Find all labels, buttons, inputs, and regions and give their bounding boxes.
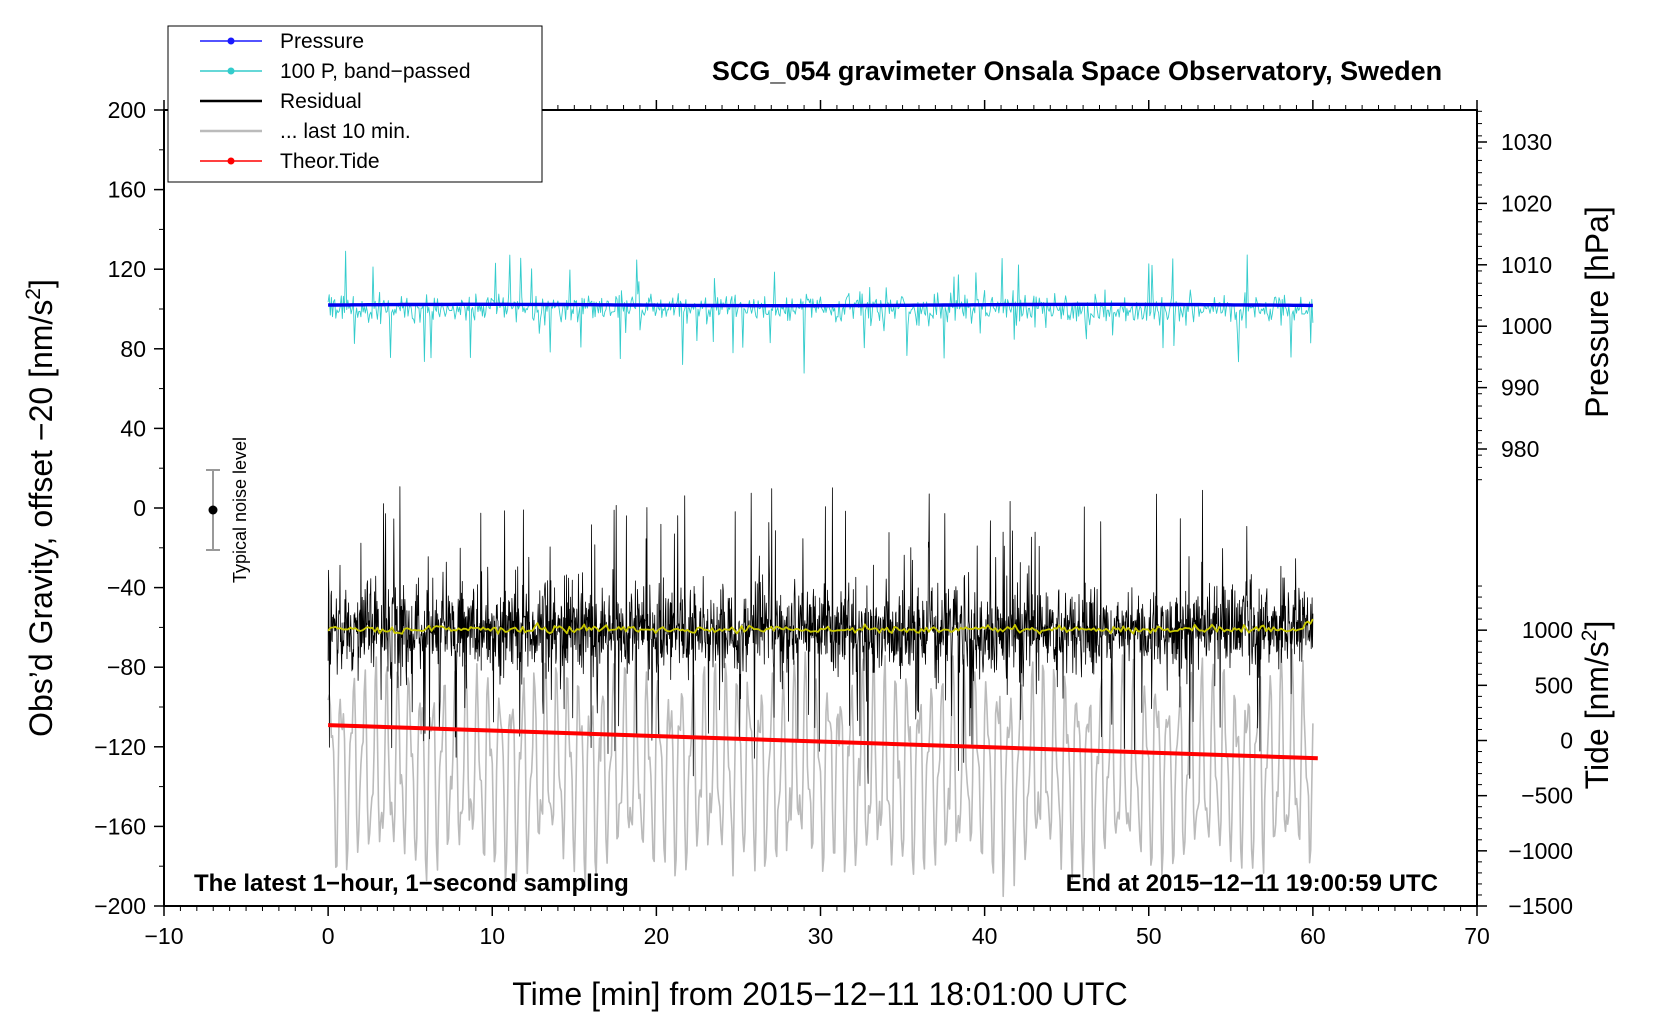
y-tide-tick-label: −500 — [1521, 783, 1573, 809]
y-left-tick-label: −80 — [107, 654, 146, 680]
y-axis-tide-title-main: Tide [nm/s — [1579, 641, 1615, 789]
legend-label: Residual — [280, 90, 362, 113]
y-left-tick-label: 40 — [120, 415, 146, 441]
legend-marker — [227, 37, 235, 45]
y-tide-tick-label: 0 — [1560, 728, 1573, 754]
x-tick-label: 10 — [479, 923, 505, 949]
series-pressure-band-passed — [327, 250, 1314, 374]
x-tick-label: 60 — [1300, 923, 1326, 949]
y-axis-tide-title-sup: 2 — [1578, 630, 1601, 642]
legend-entries: Pressure 100 P, band−passed Residual ... la… — [200, 30, 471, 173]
x-tick-label: −10 — [144, 923, 183, 949]
y-pressure-tick-label: 980 — [1501, 436, 1539, 462]
legend-label: Theor.Tide — [280, 150, 380, 173]
y-axis-left-title-main: Obs’d Gravity, offset −20 [nm/s — [23, 300, 59, 737]
series-residual-smoothed — [327, 618, 1314, 635]
y-pressure-tick-label: 1030 — [1501, 129, 1552, 155]
x-tick-label: 20 — [644, 923, 670, 949]
y-axis-left-title-sup: 2 — [22, 288, 45, 300]
x-tick-label: 0 — [322, 923, 335, 949]
y-tide-tick-label: −1000 — [1508, 838, 1573, 864]
legend-box — [167, 25, 543, 183]
noise-bar-dot — [208, 505, 218, 515]
y-left-tick-label: 120 — [108, 256, 146, 282]
series-residual — [327, 486, 1314, 784]
legend-label: ... last 10 min. — [280, 120, 411, 143]
series-pressure — [328, 302, 1313, 308]
y-pressure-tick-label: 990 — [1501, 375, 1539, 401]
y-left-tick-label: 160 — [108, 177, 146, 203]
y-tide-tick-label: 1000 — [1522, 617, 1573, 643]
y-axis-pressure-title: Pressure [hPa] — [1579, 206, 1615, 418]
y-left-tick-label: 200 — [108, 97, 146, 123]
y-axis-left-title: Obs’d Gravity, offset −20 [nm/s2] — [22, 279, 59, 737]
legend-label: 100 P, band−passed — [280, 60, 471, 83]
legend-label: Pressure — [280, 30, 364, 53]
legend-marker — [227, 67, 235, 75]
y-pressure-tick-label: 1000 — [1501, 313, 1552, 339]
y-left-tick-label: 80 — [120, 336, 146, 362]
x-axis-title: Time [min] from 2015−12−11 18:01:00 UTC — [512, 976, 1127, 1012]
legend-entry: Residual — [200, 90, 362, 113]
y-left-tick-label: −40 — [107, 575, 146, 601]
noise-label: Typical noise level — [230, 437, 250, 583]
legend-entry: ... last 10 min. — [200, 120, 411, 143]
x-tick-label: 30 — [808, 923, 834, 949]
chart-title: SCG_054 gravimeter Onsala Space Observat… — [712, 56, 1442, 86]
y-tide-tick-label: −1500 — [1508, 893, 1573, 919]
x-tick-label: 70 — [1464, 923, 1490, 949]
legend-entry: Theor.Tide — [200, 150, 380, 173]
y-pressure-tick-label: 1020 — [1501, 190, 1552, 216]
y-axis-tide-title: Tide [nm/s2] — [1578, 621, 1615, 790]
y-left-tick-label: −160 — [94, 813, 146, 839]
y-tide-tick-label: 500 — [1535, 672, 1573, 698]
y-left-tick-label: −120 — [94, 734, 146, 760]
y-axis-tide-title-end: ] — [1579, 621, 1615, 630]
y-left-tick-label: −200 — [94, 893, 146, 919]
series-theor-tide — [328, 723, 1318, 761]
y-left-tick-label: 0 — [133, 495, 146, 521]
legend: Pressure 100 P, band−passed Residual ... la… — [167, 25, 543, 183]
y-pressure-tick-label: 1010 — [1501, 252, 1552, 278]
series-last-10-min — [327, 645, 1314, 898]
annotation-left: The latest 1−hour, 1−second sampling — [194, 870, 629, 897]
legend-entry: 100 P, band−passed — [200, 60, 471, 83]
legend-entry: Pressure — [200, 30, 364, 53]
series-layer — [327, 250, 1318, 898]
legend-marker — [227, 157, 235, 165]
annotation-right: End at 2015−12−11 19:00:59 UTC — [1066, 870, 1438, 897]
y-axis-left-title-end: ] — [23, 279, 59, 288]
x-tick-label: 40 — [972, 923, 998, 949]
ticks-layer: −10 0 10 20 30 40 50 60 7020016012080400−40−80−1… — [94, 97, 1573, 949]
x-tick-label: 50 — [1136, 923, 1162, 949]
